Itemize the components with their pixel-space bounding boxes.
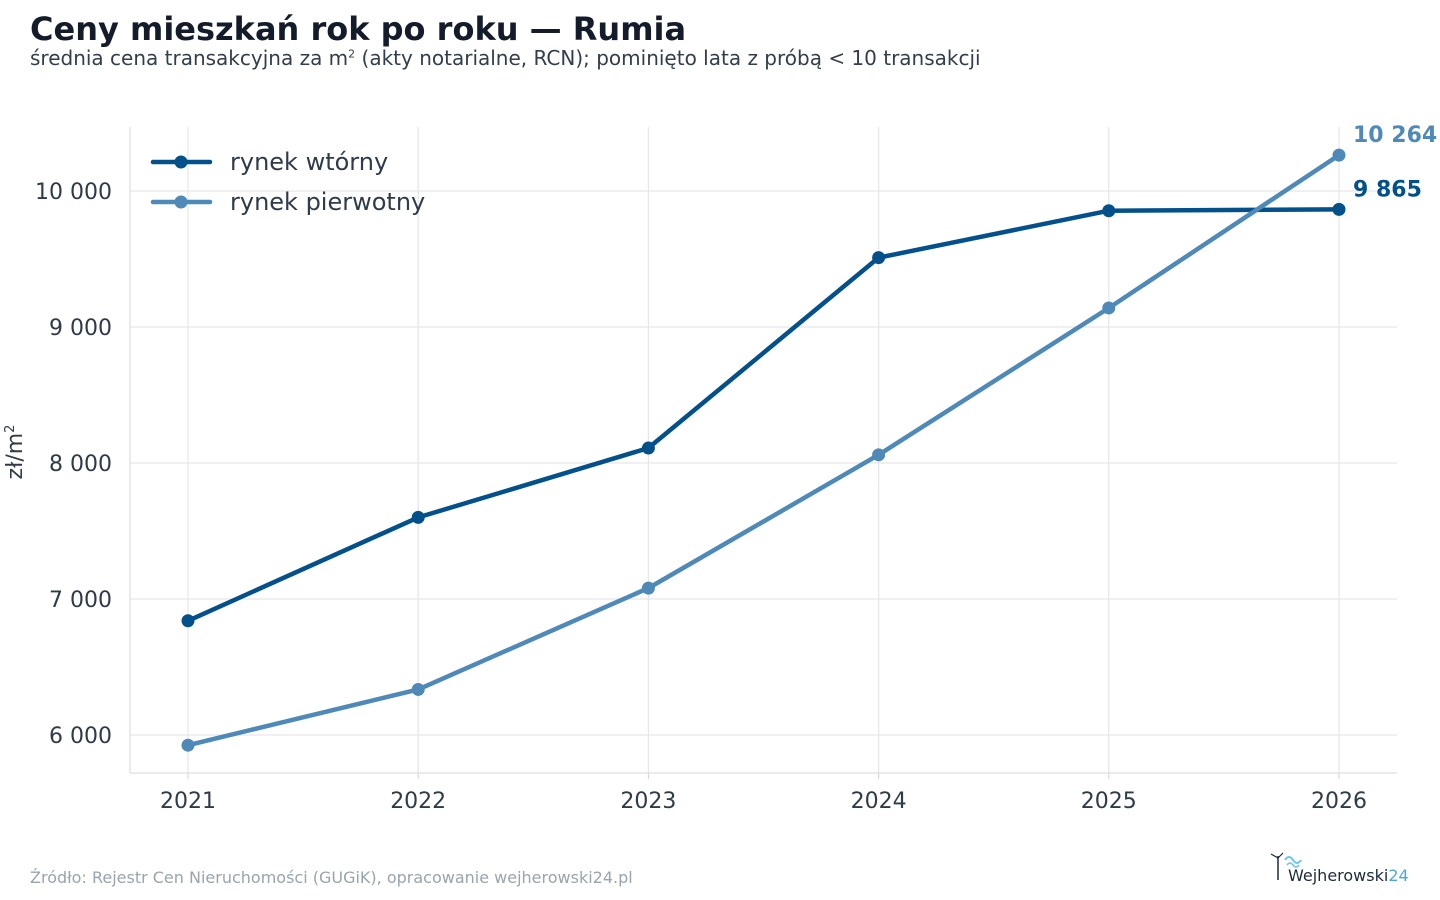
data-point [181, 738, 195, 752]
x-tick-label: 2023 [620, 789, 676, 814]
data-point [1102, 204, 1116, 218]
legend-swatch-marker [174, 195, 188, 209]
legend-swatch-marker [174, 155, 188, 169]
y-tick-label: 7 000 [49, 588, 112, 613]
data-point [1332, 202, 1346, 216]
x-tick-label: 2026 [1311, 789, 1367, 814]
data-point [411, 682, 425, 696]
end-value-label: 9 865 [1353, 177, 1422, 202]
data-point [641, 581, 655, 595]
legend: rynek wtórny rynek pierwotny [150, 148, 425, 216]
data-point [641, 441, 655, 455]
x-tick-label: 2024 [851, 789, 907, 814]
y-axis-label: zł/m2 [3, 425, 28, 480]
series-line-1 [185, 152, 1342, 748]
legend-label: rynek pierwotny [230, 188, 425, 216]
logo-wordmark: Wejherowski24 [1288, 866, 1409, 885]
y-tick-label: 8 000 [49, 452, 112, 477]
x-tick-label: 2021 [160, 789, 216, 814]
data-point [1332, 148, 1346, 162]
data-point [181, 614, 195, 628]
axes: 6 000 7 000 8 000 9 000 10 000 2021 2022 2023 20… [3, 127, 1397, 814]
data-point [872, 251, 886, 265]
end-value-label: 10 264 [1353, 123, 1437, 148]
site-logo: Wejherowski24 [1268, 850, 1418, 890]
x-tick-label: 2025 [1081, 789, 1137, 814]
y-tick-label: 6 000 [49, 724, 112, 749]
series-lines: 9 865 10 264 [181, 123, 1437, 752]
grid-lines [130, 127, 1397, 773]
data-point [1102, 301, 1116, 315]
chart-title: Ceny mieszkań rok po roku — Rumia [30, 10, 687, 48]
series-line-0 [185, 207, 1342, 624]
y-tick-label: 9 000 [49, 316, 112, 341]
windmill-wave-icon [1270, 852, 1302, 880]
y-tick-label: 10 000 [35, 180, 112, 205]
data-point [872, 448, 886, 462]
x-tick-label: 2022 [390, 789, 446, 814]
legend-label: rynek wtórny [230, 148, 388, 176]
source-note: Źródło: Rejestr Cen Nieruchomości (GUGiK… [30, 868, 633, 887]
data-point [411, 510, 425, 524]
chart-subtitle: średnia cena transakcyjna za m2 (akty no… [30, 46, 981, 70]
